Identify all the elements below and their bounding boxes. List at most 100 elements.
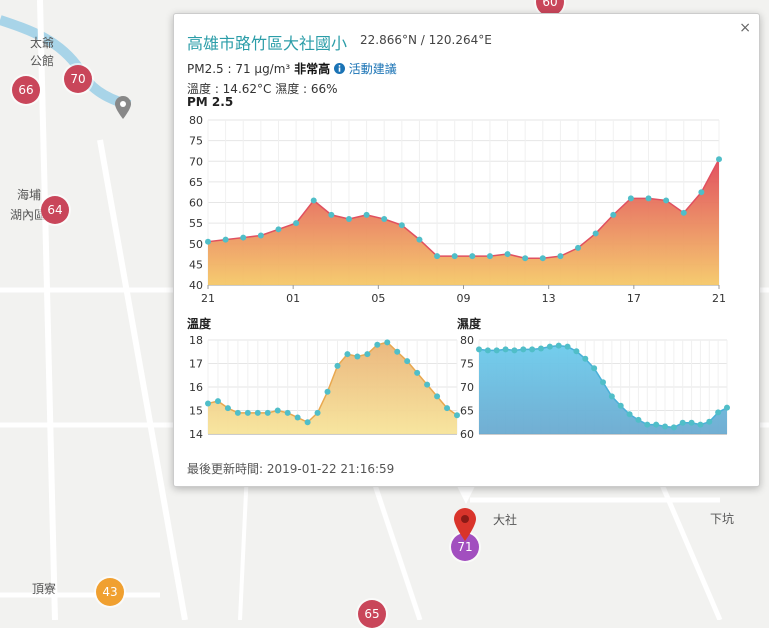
- data-point: [715, 409, 722, 416]
- area-fill: [208, 159, 719, 285]
- data-point: [364, 351, 371, 358]
- x-tick-label: 21: [201, 292, 215, 305]
- aqi-marker[interactable]: 64: [41, 196, 69, 224]
- x-tick-label: 13: [542, 292, 556, 305]
- data-point: [310, 197, 317, 204]
- data-point: [663, 197, 670, 204]
- data-point: [697, 421, 704, 428]
- data-point: [546, 343, 553, 350]
- data-point: [670, 424, 677, 431]
- map-label-taiye: 太爺: [30, 36, 55, 50]
- data-point: [205, 400, 211, 407]
- data-point: [240, 234, 247, 241]
- data-point: [724, 404, 730, 411]
- y-tick-label: 70: [460, 381, 474, 394]
- data-point: [314, 409, 321, 416]
- y-tick-label: 80: [460, 334, 474, 347]
- data-point: [398, 222, 405, 229]
- data-point: [324, 388, 331, 395]
- data-point: [374, 341, 381, 348]
- data-point: [354, 353, 361, 360]
- data-point: [539, 255, 546, 262]
- data-point: [680, 209, 687, 216]
- x-tick-label: 09: [457, 292, 471, 305]
- station-coordinates: 22.866°N / 120.264°E: [360, 33, 492, 47]
- aqi-marker[interactable]: 65: [358, 600, 386, 628]
- data-point: [328, 211, 335, 218]
- data-point: [493, 347, 500, 354]
- data-point: [424, 381, 431, 388]
- data-point: [617, 402, 624, 409]
- data-point: [454, 412, 460, 419]
- data-point: [304, 419, 311, 426]
- data-point: [538, 345, 544, 352]
- data-point: [645, 195, 652, 202]
- data-point: [502, 346, 509, 353]
- data-point: [679, 419, 686, 426]
- activity-advice-link[interactable]: 活動建議: [333, 62, 397, 76]
- data-point: [592, 230, 599, 237]
- temperature-chart: 14 15 16 17 18: [189, 334, 460, 440]
- data-point: [653, 421, 660, 428]
- location-pin-icon[interactable]: [114, 96, 132, 120]
- aqi-marker[interactable]: 70: [64, 65, 92, 93]
- y-tick-label: 70: [189, 155, 203, 168]
- humidity-chart-title: 濕度: [457, 317, 482, 331]
- aqi-marker[interactable]: 66: [12, 76, 40, 104]
- map-label-hunei: 湖內區: [10, 208, 47, 222]
- data-point: [600, 379, 606, 386]
- weather-summary: 溫度 : 14.62°C 濕度 : 66%: [187, 82, 338, 96]
- close-icon[interactable]: ×: [739, 20, 751, 36]
- data-point: [582, 355, 589, 362]
- aqi-marker[interactable]: 43: [96, 578, 124, 606]
- data-point: [214, 398, 221, 405]
- data-point: [451, 253, 458, 260]
- data-point: [706, 418, 713, 425]
- y-tick-label: 80: [189, 114, 203, 127]
- data-point: [557, 253, 564, 260]
- data-point: [254, 409, 261, 416]
- data-point: [434, 253, 441, 260]
- x-tick-label: 01: [286, 292, 300, 305]
- data-point: [469, 253, 476, 260]
- temp-chart-title: 溫度: [187, 317, 212, 331]
- data-point: [284, 409, 291, 416]
- data-point: [591, 365, 598, 372]
- data-point: [484, 347, 491, 354]
- y-tick-label: 65: [189, 176, 203, 189]
- data-point: [363, 211, 370, 218]
- data-point: [573, 348, 580, 355]
- data-point: [294, 414, 301, 421]
- data-point: [626, 411, 633, 418]
- station-name[interactable]: 高雄市路竹區大社國小: [187, 34, 348, 53]
- map-label-gongguan: 公館: [30, 54, 55, 68]
- y-tick-label: 17: [189, 358, 203, 371]
- data-point: [222, 236, 229, 243]
- selected-location-pin-icon[interactable]: [453, 508, 477, 542]
- y-tick-label: 16: [189, 381, 203, 394]
- data-point: [274, 407, 281, 414]
- data-point: [520, 346, 527, 353]
- data-point: [608, 393, 615, 400]
- pm25-level: 非常高: [294, 62, 331, 76]
- y-tick-label: 65: [460, 405, 474, 418]
- data-point: [564, 343, 571, 350]
- y-tick-label: 18: [189, 334, 203, 347]
- x-tick-label: 05: [371, 292, 385, 305]
- y-tick-label: 75: [460, 358, 474, 371]
- data-point: [688, 419, 695, 426]
- y-tick-label: 45: [189, 258, 203, 271]
- data-point: [522, 255, 529, 262]
- data-point: [404, 358, 411, 365]
- data-point: [381, 216, 388, 222]
- map-label-haipu: 海埔: [17, 188, 42, 202]
- data-point: [434, 393, 441, 400]
- y-tick-label: 50: [189, 238, 203, 251]
- data-point: [344, 351, 351, 358]
- data-point: [610, 211, 617, 218]
- y-tick-label: 60: [460, 428, 474, 440]
- map-label-dashe: 大社: [493, 513, 518, 527]
- humidity-chart: 60 65 70 75 80: [460, 334, 730, 440]
- data-point: [394, 348, 401, 355]
- aqi-marker[interactable]: 60: [536, 0, 564, 16]
